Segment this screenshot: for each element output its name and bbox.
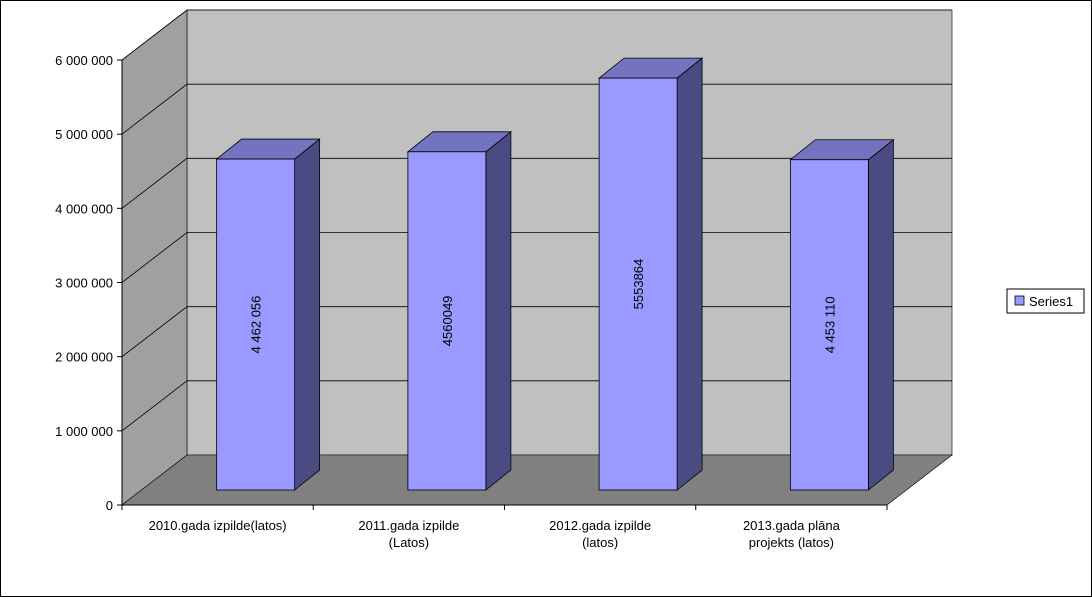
gridline [121,9,952,61]
x-tick-label: (Latos) [389,535,429,550]
data-label: 5553864 [631,259,646,310]
x-tick-label: projekts (latos) [749,535,834,550]
data-label: 4 453 110 [822,296,837,353]
x-tick-label: 2011.gada izpilde [358,518,459,533]
y-tick-label: 6 000 000 [55,53,113,68]
y-tick-label: 0 [106,498,113,513]
y-tick-label: 2 000 000 [55,350,113,365]
bar [407,151,487,491]
x-tick-label: (latos) [582,535,618,550]
data-label: 4560049 [440,296,455,347]
y-tick-label: 4 000 000 [55,201,113,216]
bar-side [867,138,894,491]
bar-side [676,57,703,491]
x-tick-label: 2010.gada izpilde(latos) [149,518,287,533]
x-tick-label: 2012.gada izpilde [549,518,651,533]
y-tick-label: 5 000 000 [55,127,113,142]
bar-side [294,138,321,491]
y-tick-label: 3 000 000 [55,276,113,291]
bar [789,159,869,491]
data-label: 4 462 056 [249,296,264,354]
legend-swatch [1014,295,1025,306]
bar [216,158,296,491]
bar [598,77,678,491]
y-tick-label: 1 000 000 [55,424,113,439]
x-tick-label: 2013.gada plāna [743,518,841,533]
legend-label: Series1 [1029,294,1073,309]
bar-side [485,130,512,491]
